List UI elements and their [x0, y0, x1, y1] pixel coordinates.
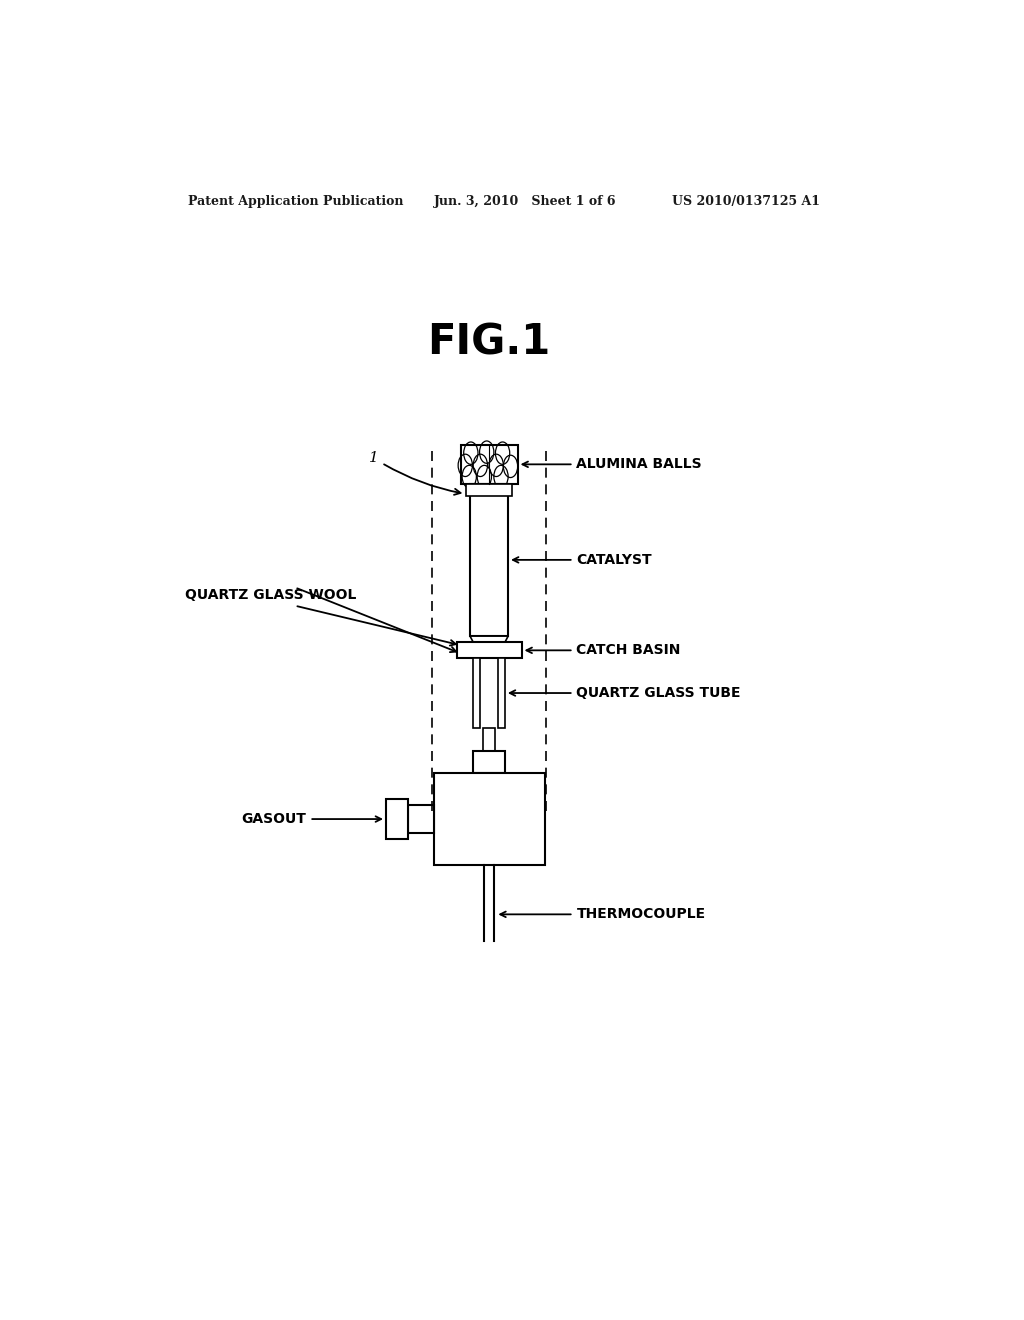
- Text: QUARTZ GLASS WOOL: QUARTZ GLASS WOOL: [185, 589, 356, 602]
- Text: 1: 1: [369, 451, 461, 495]
- Text: Jun. 3, 2010   Sheet 1 of 6: Jun. 3, 2010 Sheet 1 of 6: [433, 195, 616, 209]
- Text: THERMOCOUPLE: THERMOCOUPLE: [501, 907, 706, 921]
- Bar: [433, 774, 545, 865]
- Polygon shape: [470, 636, 508, 655]
- Bar: [386, 799, 409, 840]
- Bar: [461, 445, 518, 483]
- Text: US 2010/0137125 A1: US 2010/0137125 A1: [672, 195, 819, 209]
- Bar: [470, 483, 508, 636]
- Text: QUARTZ GLASS TUBE: QUARTZ GLASS TUBE: [510, 686, 741, 700]
- Bar: [482, 727, 496, 768]
- Bar: [498, 659, 505, 727]
- Bar: [466, 483, 512, 496]
- Bar: [473, 751, 505, 774]
- Text: ALUMINA BALLS: ALUMINA BALLS: [522, 457, 702, 471]
- Text: Patent Application Publication: Patent Application Publication: [187, 195, 403, 209]
- Text: FIG.1: FIG.1: [427, 321, 551, 363]
- Bar: [473, 659, 480, 727]
- Bar: [457, 643, 521, 659]
- Text: GASOUT: GASOUT: [242, 812, 381, 826]
- Text: CATCH BASIN: CATCH BASIN: [526, 643, 681, 657]
- Text: CATALYST: CATALYST: [513, 553, 652, 566]
- Bar: [409, 805, 433, 833]
